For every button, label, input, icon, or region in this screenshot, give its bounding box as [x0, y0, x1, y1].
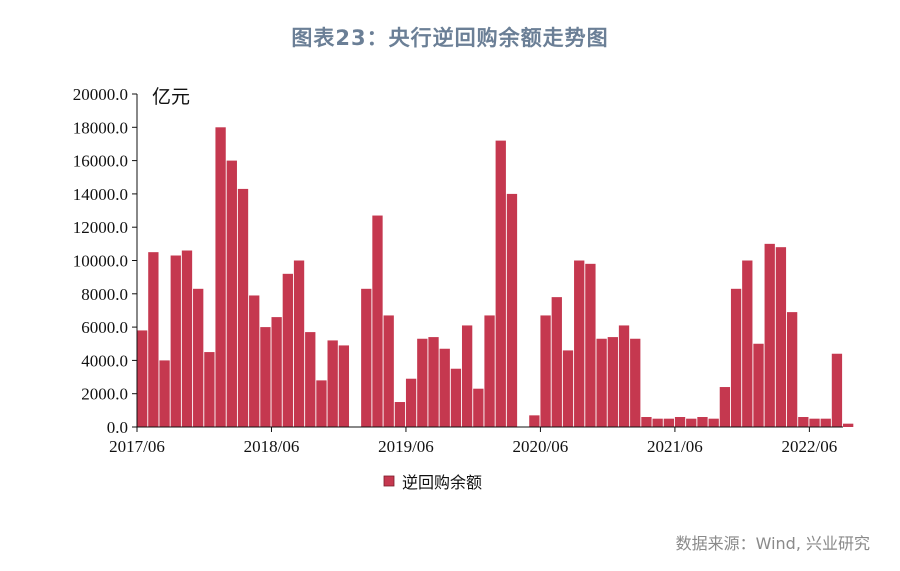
bar-2017-12 — [204, 352, 215, 427]
y-tick-label: 20000.0 — [73, 85, 128, 104]
bar-2019-04 — [383, 315, 394, 427]
y-tick-label: 8000.0 — [81, 285, 128, 304]
bar-2022-08 — [831, 353, 843, 427]
chart-title: 图表23：央行逆回购余额走势图 — [291, 26, 609, 50]
legend-swatch — [383, 475, 395, 487]
bar-2020-02 — [495, 140, 506, 427]
bar-2022-07 — [820, 418, 831, 427]
bar-2018-06 — [271, 317, 282, 427]
bar-2019-05 — [394, 402, 406, 427]
legend-label: 逆回购余额 — [402, 473, 482, 492]
bar-2019-06 — [405, 378, 417, 427]
y-tick-label: 12000.0 — [73, 218, 128, 237]
bar-2021-02 — [630, 338, 641, 427]
bar-2017-07 — [148, 252, 159, 427]
bar-2017-09 — [170, 255, 181, 427]
y-tick-label: 0.0 — [107, 418, 128, 437]
y-tick-label: 2000.0 — [81, 385, 128, 404]
bar-2018-04 — [249, 295, 260, 427]
bar-2020-08 — [562, 350, 574, 427]
y-axis-label: 亿元 — [152, 86, 190, 108]
y-tick-label: 6000.0 — [81, 318, 128, 337]
x-tick-label: 2021/06 — [647, 437, 703, 456]
bar-2022-02 — [764, 243, 775, 427]
bar-2020-03 — [506, 193, 518, 427]
bar-2021-12 — [742, 260, 753, 427]
bar-2021-11 — [730, 288, 742, 427]
bar-2020-05 — [529, 415, 540, 427]
bar-2019-10 — [450, 368, 462, 427]
y-tick-label: 16000.0 — [73, 152, 128, 171]
bar-2020-09 — [574, 260, 585, 427]
x-tick-label: 2020/06 — [513, 437, 569, 456]
bar-2017-06 — [137, 330, 148, 427]
bar-2018-10 — [316, 380, 327, 427]
bar-2022-06 — [809, 418, 820, 427]
bar-2017-10 — [181, 250, 193, 427]
y-tick-label: 14000.0 — [73, 185, 128, 204]
bar-2019-03 — [372, 215, 383, 427]
bar-2019-12 — [473, 388, 484, 427]
bar-2020-11 — [596, 338, 607, 427]
y-tick-label: 18000.0 — [73, 118, 128, 137]
axes: 0.0 2000.0 4000.0 6000.0 8000.0 10000.0 12000.… — [73, 85, 843, 456]
bar-2019-08 — [428, 337, 439, 427]
bar-2021-04 — [652, 418, 663, 427]
bar-2019-09 — [439, 348, 450, 427]
bar-2018-02 — [226, 160, 237, 427]
x-tick-label: 2022/06 — [782, 437, 838, 456]
bar-2019-02 — [361, 288, 372, 427]
bar-2017-11 — [193, 288, 204, 427]
bar-2020-10 — [585, 263, 596, 427]
bar-2019-11 — [461, 325, 473, 427]
bar-2020-06 — [540, 315, 551, 427]
bar-2022-05 — [798, 417, 809, 427]
bar-2022-04 — [786, 312, 798, 427]
bar-2021-09 — [708, 418, 719, 427]
bar-2022-03 — [775, 247, 787, 427]
y-tick-label: 10000.0 — [73, 252, 128, 271]
bar-2022-09 — [843, 423, 854, 427]
bar-2018-11 — [327, 340, 338, 427]
bar-2018-05 — [260, 327, 271, 427]
bar-2021-05 — [663, 418, 675, 427]
bar-2018-03 — [237, 188, 249, 427]
x-tick-label: 2017/06 — [109, 437, 165, 456]
bar-2017-08 — [159, 360, 170, 427]
bar-2021-10 — [719, 387, 731, 427]
bar-2021-06 — [674, 417, 686, 427]
plot-area — [137, 127, 854, 428]
x-tick-label: 2019/06 — [378, 437, 434, 456]
bar-2018-12 — [338, 345, 350, 427]
bar-2020-12 — [607, 337, 618, 427]
bar-2021-01 — [618, 325, 630, 427]
bar-2020-07 — [551, 297, 562, 427]
x-tick-label: 2018/06 — [244, 437, 300, 456]
bar-2019-07 — [417, 338, 428, 427]
bar-2021-08 — [697, 417, 708, 427]
bar-2022-01 — [753, 343, 764, 427]
legend: 逆回购余额 — [383, 473, 482, 492]
chart: 0.0 2000.0 4000.0 6000.0 8000.0 10000.0 12000.… — [73, 85, 854, 492]
bar-2021-07 — [686, 418, 697, 427]
bar-2018-08 — [293, 260, 305, 427]
bar-2018-07 — [282, 273, 293, 427]
bar-2021-03 — [641, 417, 652, 427]
source-note: 数据来源：Wind, 兴业研究 — [675, 534, 870, 553]
y-tick-label: 4000.0 — [81, 351, 128, 370]
bar-2020-01 — [484, 315, 495, 427]
bar-2018-01 — [215, 127, 226, 428]
bar-2018-09 — [305, 332, 316, 427]
